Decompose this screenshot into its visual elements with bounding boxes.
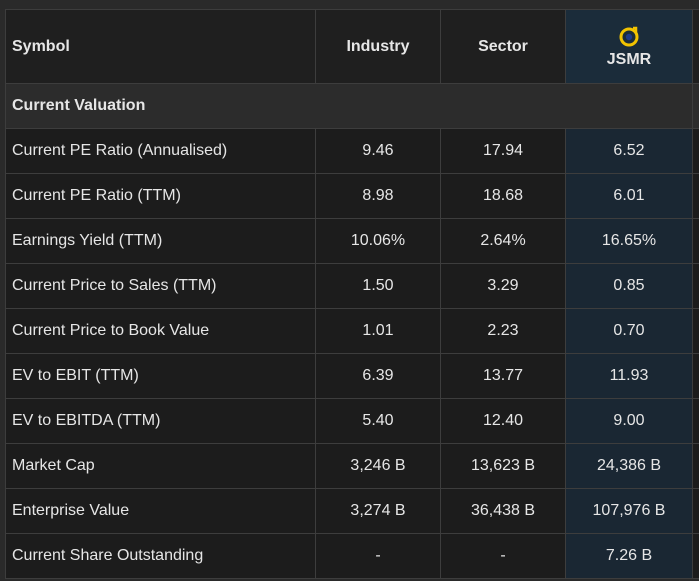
table-edge [692, 83, 699, 129]
sector-value: 2.64% [440, 218, 566, 264]
metric-label[interactable]: Current PE Ratio (TTM) [5, 173, 316, 219]
industry-value: 3,274 B [315, 488, 441, 534]
table-row: Current PE Ratio (TTM) 8.98 18.68 6.01 [5, 173, 699, 219]
metric-label[interactable]: Current Price to Sales (TTM) [5, 263, 316, 309]
jsmr-logo-icon [619, 26, 639, 46]
ticker-header[interactable]: JSMR [565, 9, 693, 84]
sector-value: 2.23 [440, 308, 566, 354]
jsmr-value: 6.01 [565, 173, 693, 219]
table-row: Current PE Ratio (Annualised) 9.46 17.94 6.… [5, 128, 699, 174]
table-edge [692, 533, 699, 579]
table-row: Current Price to Sales (TTM) 1.50 3.29 0.85 [5, 263, 699, 309]
sector-value: 3.29 [440, 263, 566, 309]
table-row: Current Price to Book Value 1.01 2.23 0.70 [5, 308, 699, 354]
table-row: EV to EBIT (TTM) 6.39 13.77 11.93 [5, 353, 699, 399]
table-edge [692, 218, 699, 264]
metric-label[interactable]: Enterprise Value [5, 488, 316, 534]
section-title: Current Valuation [5, 83, 693, 129]
industry-value: 5.40 [315, 398, 441, 444]
table-edge [692, 308, 699, 354]
ticker-symbol[interactable]: JSMR [606, 50, 652, 68]
metric-label[interactable]: EV to EBITDA (TTM) [5, 398, 316, 444]
jsmr-value: 11.93 [565, 353, 693, 399]
table-edge [692, 263, 699, 309]
industry-value: 1.01 [315, 308, 441, 354]
metric-label[interactable]: Current PE Ratio (Annualised) [5, 128, 316, 174]
table-header-row: Symbol Industry Sector JSMR [5, 9, 699, 84]
sector-value: 36,438 B [440, 488, 566, 534]
table-row: Enterprise Value 3,274 B 36,438 B 107,976 B [5, 488, 699, 534]
section-row: Current Valuation [5, 83, 699, 129]
sector-value: 12.40 [440, 398, 566, 444]
industry-header[interactable]: Industry [315, 9, 441, 84]
sector-value: 13,623 B [440, 443, 566, 489]
industry-value: 8.98 [315, 173, 441, 219]
table-row: Market Cap 3,246 B 13,623 B 24,386 B [5, 443, 699, 489]
jsmr-value: 0.70 [565, 308, 693, 354]
metric-label[interactable]: Current Price to Book Value [5, 308, 316, 354]
table-edge [692, 128, 699, 174]
sector-value: 17.94 [440, 128, 566, 174]
industry-value: - [315, 533, 441, 579]
sector-header[interactable]: Sector [440, 9, 566, 84]
table-edge [692, 353, 699, 399]
sector-value: - [440, 533, 566, 579]
jsmr-value: 7.26 B [565, 533, 693, 579]
industry-value: 1.50 [315, 263, 441, 309]
sector-value: 13.77 [440, 353, 566, 399]
industry-value: 3,246 B [315, 443, 441, 489]
jsmr-value: 9.00 [565, 398, 693, 444]
table-edge [692, 9, 699, 84]
jsmr-value: 107,976 B [565, 488, 693, 534]
jsmr-value: 16.65% [565, 218, 693, 264]
metric-label[interactable]: EV to EBIT (TTM) [5, 353, 316, 399]
industry-value: 6.39 [315, 353, 441, 399]
table-edge [692, 173, 699, 219]
symbol-header: Symbol [5, 9, 316, 84]
industry-value: 9.46 [315, 128, 441, 174]
metric-label[interactable]: Earnings Yield (TTM) [5, 218, 316, 264]
jsmr-value: 6.52 [565, 128, 693, 174]
jsmr-value: 24,386 B [565, 443, 693, 489]
metric-label[interactable]: Market Cap [5, 443, 316, 489]
table-edge [692, 443, 699, 489]
table-edge [692, 488, 699, 534]
jsmr-value: 0.85 [565, 263, 693, 309]
valuation-table: Symbol Industry Sector JSMR Current Valu… [5, 9, 699, 579]
metric-label[interactable]: Current Share Outstanding [5, 533, 316, 579]
table-edge [692, 398, 699, 444]
industry-value: 10.06% [315, 218, 441, 264]
table-row: Earnings Yield (TTM) 10.06% 2.64% 16.65% [5, 218, 699, 264]
table-row: Current Share Outstanding - -7.26 B [5, 533, 699, 579]
sector-value: 18.68 [440, 173, 566, 219]
table-row: EV to EBITDA (TTM) 5.40 12.40 9.00 [5, 398, 699, 444]
